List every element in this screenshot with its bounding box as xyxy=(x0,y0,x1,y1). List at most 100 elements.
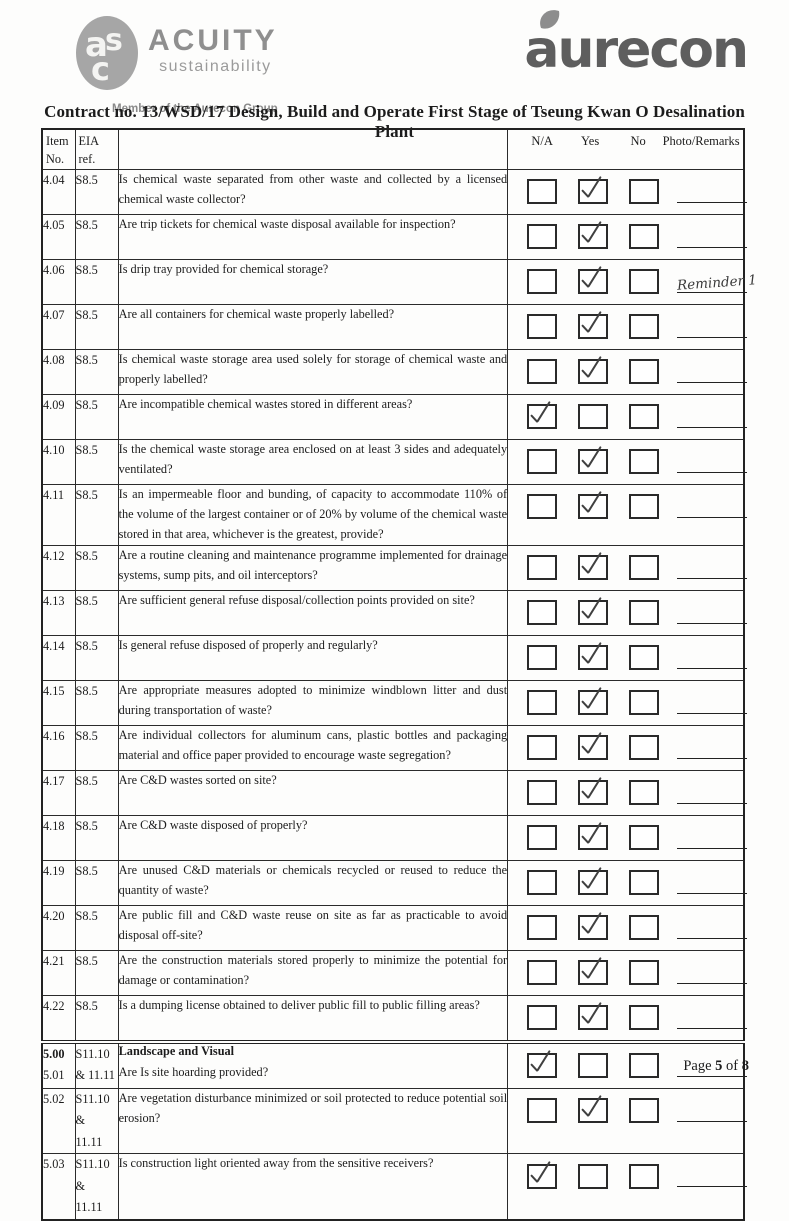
yes-checkbox[interactable] xyxy=(578,1053,609,1079)
yes-checkbox[interactable] xyxy=(578,780,609,806)
na-checkbox[interactable] xyxy=(527,735,558,761)
na-checkbox[interactable] xyxy=(527,915,558,941)
remark-line[interactable] xyxy=(677,732,748,759)
na-checkbox[interactable] xyxy=(527,359,558,385)
eia-ref: S8.5 xyxy=(75,397,98,412)
no-checkbox[interactable] xyxy=(629,449,660,475)
remark-line[interactable] xyxy=(677,597,748,624)
yes-checkbox[interactable] xyxy=(578,494,609,520)
yes-checkbox[interactable] xyxy=(578,404,609,430)
na-checkbox[interactable] xyxy=(527,825,558,851)
yes-checkbox[interactable] xyxy=(578,600,609,626)
remark-line[interactable] xyxy=(677,957,748,984)
na-checkbox[interactable] xyxy=(527,179,558,205)
no-checkbox[interactable] xyxy=(629,404,660,430)
na-checkbox[interactable] xyxy=(527,449,558,475)
remark-line[interactable] xyxy=(677,401,748,428)
remark-line[interactable] xyxy=(677,1002,748,1029)
no-checkbox[interactable] xyxy=(629,359,660,385)
na-checkbox[interactable] xyxy=(527,224,558,250)
na-checkbox[interactable] xyxy=(527,600,558,626)
table-row: 4.11 S8.5 Is an impermeable floor and bu… xyxy=(41,483,748,546)
remark-line[interactable] xyxy=(677,642,748,669)
remark-line[interactable] xyxy=(677,446,748,473)
na-checkbox[interactable] xyxy=(527,1098,558,1124)
remark-line[interactable] xyxy=(677,777,748,804)
yes-checkbox[interactable] xyxy=(578,1163,609,1189)
yes-checkbox[interactable] xyxy=(578,449,609,475)
na-checkbox[interactable] xyxy=(527,960,558,986)
no-checkbox[interactable] xyxy=(629,314,660,340)
no-checkbox[interactable] xyxy=(629,1163,660,1189)
na-checkbox[interactable] xyxy=(527,1163,558,1189)
yes-checkbox[interactable] xyxy=(578,690,609,716)
question-cell: Are all containers for chemical waste pr… xyxy=(117,303,509,350)
yes-checkbox[interactable] xyxy=(578,179,609,205)
remark-line[interactable] xyxy=(677,867,748,894)
remark-line[interactable] xyxy=(677,356,748,383)
no-checkbox[interactable] xyxy=(629,555,660,581)
yes-checkbox[interactable] xyxy=(578,1098,609,1124)
na-checkbox[interactable] xyxy=(527,1005,558,1031)
no-checkbox[interactable] xyxy=(629,870,660,896)
remark-line[interactable] xyxy=(677,912,748,939)
remark-line[interactable] xyxy=(677,687,748,714)
no-checkbox[interactable] xyxy=(629,825,660,851)
yes-checkbox[interactable] xyxy=(578,555,609,581)
na-checkbox[interactable] xyxy=(527,645,558,671)
answers-cell xyxy=(507,213,748,260)
remark-line[interactable] xyxy=(677,1050,748,1077)
no-checkbox[interactable] xyxy=(629,600,660,626)
na-checkbox[interactable] xyxy=(527,269,558,295)
item-cell: 4.09 xyxy=(41,393,76,440)
yes-checkbox[interactable] xyxy=(578,1005,609,1031)
na-checkbox[interactable] xyxy=(527,690,558,716)
no-checkbox[interactable] xyxy=(629,1005,660,1031)
na-checkbox[interactable] xyxy=(527,494,558,520)
yes-checkbox[interactable] xyxy=(578,825,609,851)
yes-checkbox[interactable] xyxy=(578,314,609,340)
eia-ref: S11.10 & xyxy=(75,1157,110,1193)
na-checkbox[interactable] xyxy=(527,314,558,340)
no-checkbox[interactable] xyxy=(629,645,660,671)
remark-line[interactable] xyxy=(677,491,748,518)
na-checkbox[interactable] xyxy=(527,555,558,581)
no-checkbox[interactable] xyxy=(629,780,660,806)
remark-line[interactable] xyxy=(677,1160,748,1188)
table-row: 4.22 S8.5 Is a dumping license obtained … xyxy=(41,994,748,1043)
no-checkbox[interactable] xyxy=(629,1098,660,1124)
photo-remarks-column-header: Photo/Remarks xyxy=(662,134,740,148)
yes-checkbox[interactable] xyxy=(578,645,609,671)
yes-checkbox[interactable] xyxy=(578,269,609,295)
question-text: Are vegetation disturbance minimized or … xyxy=(118,1090,508,1125)
no-checkbox[interactable] xyxy=(629,179,660,205)
remark-line[interactable] xyxy=(677,822,748,849)
no-checkbox[interactable] xyxy=(629,269,660,295)
no-checkbox[interactable] xyxy=(629,960,660,986)
yes-checkbox[interactable] xyxy=(578,870,609,896)
remark-line[interactable]: Reminder 1 xyxy=(677,266,758,294)
no-checkbox[interactable] xyxy=(629,690,660,716)
no-checkbox[interactable] xyxy=(629,224,660,250)
yes-checkbox[interactable] xyxy=(578,224,609,250)
yes-checkbox[interactable] xyxy=(578,735,609,761)
aurecon-logo: aurecon xyxy=(524,10,749,76)
yes-checkbox[interactable] xyxy=(578,960,609,986)
no-checkbox[interactable] xyxy=(629,735,660,761)
na-checkbox[interactable] xyxy=(527,1053,558,1079)
remark-line[interactable] xyxy=(677,1095,748,1122)
question-text: Are a routine cleaning and maintenance p… xyxy=(118,547,508,582)
answers-cell xyxy=(507,348,748,395)
remark-line[interactable] xyxy=(677,552,748,579)
na-checkbox[interactable] xyxy=(527,870,558,896)
no-checkbox[interactable] xyxy=(629,1053,660,1079)
yes-checkbox[interactable] xyxy=(578,359,609,385)
no-checkbox[interactable] xyxy=(629,915,660,941)
na-checkbox[interactable] xyxy=(527,404,558,430)
remark-line[interactable] xyxy=(677,221,748,248)
no-checkbox[interactable] xyxy=(629,494,660,520)
remark-line[interactable] xyxy=(677,311,748,338)
remark-line[interactable] xyxy=(677,176,748,203)
na-checkbox[interactable] xyxy=(527,780,558,806)
yes-checkbox[interactable] xyxy=(578,915,609,941)
